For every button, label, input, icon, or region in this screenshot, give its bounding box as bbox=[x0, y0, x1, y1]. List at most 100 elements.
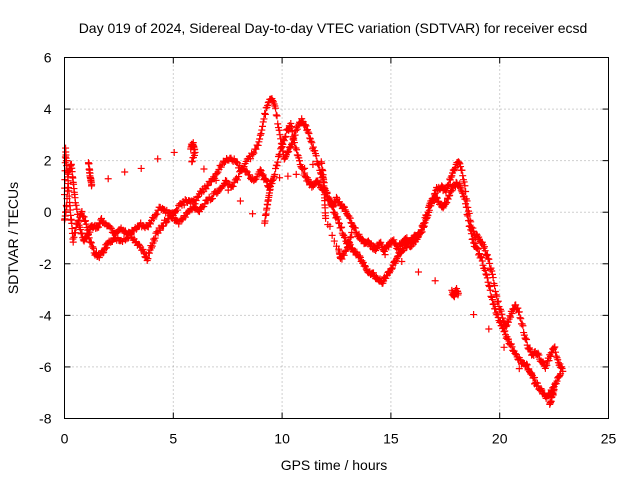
data-point bbox=[304, 128, 312, 136]
data-point bbox=[443, 198, 451, 206]
data-point bbox=[286, 144, 294, 152]
data-point bbox=[274, 120, 282, 128]
data-point bbox=[71, 229, 79, 237]
data-point bbox=[256, 166, 264, 174]
data-point bbox=[89, 243, 97, 251]
data-point bbox=[328, 231, 336, 239]
data-point bbox=[121, 227, 129, 235]
plot-frame bbox=[64, 57, 609, 419]
data-point bbox=[258, 126, 266, 134]
data-point bbox=[477, 253, 485, 261]
data-point bbox=[488, 270, 496, 278]
data-point bbox=[192, 197, 200, 205]
data-point bbox=[174, 206, 182, 214]
data-point bbox=[262, 176, 270, 184]
data-point bbox=[169, 212, 177, 220]
data-point bbox=[531, 380, 539, 388]
data-point bbox=[249, 210, 257, 218]
data-point bbox=[232, 158, 240, 166]
data-point bbox=[356, 252, 364, 260]
data-point bbox=[545, 357, 553, 365]
data-point bbox=[261, 110, 269, 118]
data-point bbox=[252, 145, 260, 153]
data-point bbox=[259, 122, 267, 130]
data-point bbox=[341, 247, 349, 255]
data-point bbox=[333, 193, 340, 201]
data-point bbox=[236, 197, 244, 205]
data-point bbox=[88, 181, 96, 189]
data-point bbox=[478, 239, 486, 247]
data-point bbox=[420, 222, 428, 230]
data-point bbox=[390, 236, 398, 244]
data-point bbox=[455, 158, 463, 166]
data-point bbox=[274, 158, 282, 166]
data-point bbox=[431, 277, 439, 285]
data-point bbox=[401, 235, 409, 243]
x-tick-label: 5 bbox=[169, 431, 177, 447]
data-point bbox=[293, 125, 301, 133]
data-point bbox=[330, 237, 338, 245]
data-point bbox=[76, 226, 84, 234]
data-point bbox=[555, 373, 563, 381]
data-point bbox=[500, 343, 508, 351]
data-point bbox=[99, 249, 107, 257]
data-point bbox=[486, 265, 494, 273]
data-point bbox=[309, 143, 317, 151]
data-point bbox=[501, 327, 509, 335]
data-point bbox=[108, 238, 116, 246]
data-point bbox=[74, 220, 82, 228]
data-point bbox=[254, 141, 262, 149]
data-point bbox=[418, 228, 426, 236]
data-point bbox=[308, 139, 316, 147]
data-point bbox=[516, 314, 524, 322]
data-point bbox=[488, 296, 496, 304]
data-point bbox=[318, 159, 326, 167]
data-point bbox=[502, 322, 510, 330]
data-point bbox=[398, 257, 406, 265]
data-point bbox=[78, 208, 86, 216]
data-points bbox=[61, 95, 567, 408]
data-point bbox=[345, 238, 353, 246]
data-point bbox=[456, 180, 464, 188]
data-point bbox=[267, 177, 275, 185]
data-point bbox=[404, 239, 412, 247]
data-point bbox=[281, 154, 289, 162]
data-point bbox=[469, 224, 477, 232]
data-point bbox=[150, 215, 158, 223]
data-point bbox=[87, 238, 95, 246]
data-point bbox=[478, 257, 486, 265]
data-point bbox=[537, 385, 545, 393]
data-point bbox=[291, 131, 299, 139]
y-tick-label: -8 bbox=[39, 411, 52, 427]
data-point bbox=[523, 360, 531, 368]
data-point bbox=[471, 239, 479, 247]
data-point bbox=[494, 298, 502, 306]
data-point bbox=[470, 311, 478, 319]
data-point bbox=[148, 242, 156, 250]
data-point bbox=[394, 246, 402, 254]
data-point bbox=[305, 130, 313, 138]
data-point bbox=[271, 171, 279, 179]
data-point bbox=[544, 392, 552, 400]
data-point bbox=[504, 335, 512, 343]
data-point bbox=[483, 251, 491, 259]
data-point bbox=[494, 297, 502, 305]
data-point bbox=[269, 97, 277, 105]
data-point bbox=[442, 188, 450, 196]
data-point bbox=[257, 167, 265, 175]
y-tick-labels: -8 -6 -4 -2 0 2 4 6 bbox=[39, 50, 52, 427]
data-point bbox=[273, 112, 281, 120]
data-point bbox=[247, 155, 255, 163]
data-point bbox=[508, 310, 516, 318]
data-point bbox=[330, 208, 338, 216]
data-point bbox=[552, 352, 560, 360]
data-point bbox=[70, 233, 78, 241]
x-tick-label: 15 bbox=[383, 431, 399, 447]
data-point bbox=[425, 206, 433, 214]
data-point bbox=[151, 234, 159, 242]
data-point bbox=[346, 214, 354, 222]
data-point bbox=[402, 244, 410, 252]
data-point bbox=[451, 164, 459, 172]
data-point bbox=[188, 158, 196, 166]
y-tick-label: 0 bbox=[44, 204, 52, 220]
